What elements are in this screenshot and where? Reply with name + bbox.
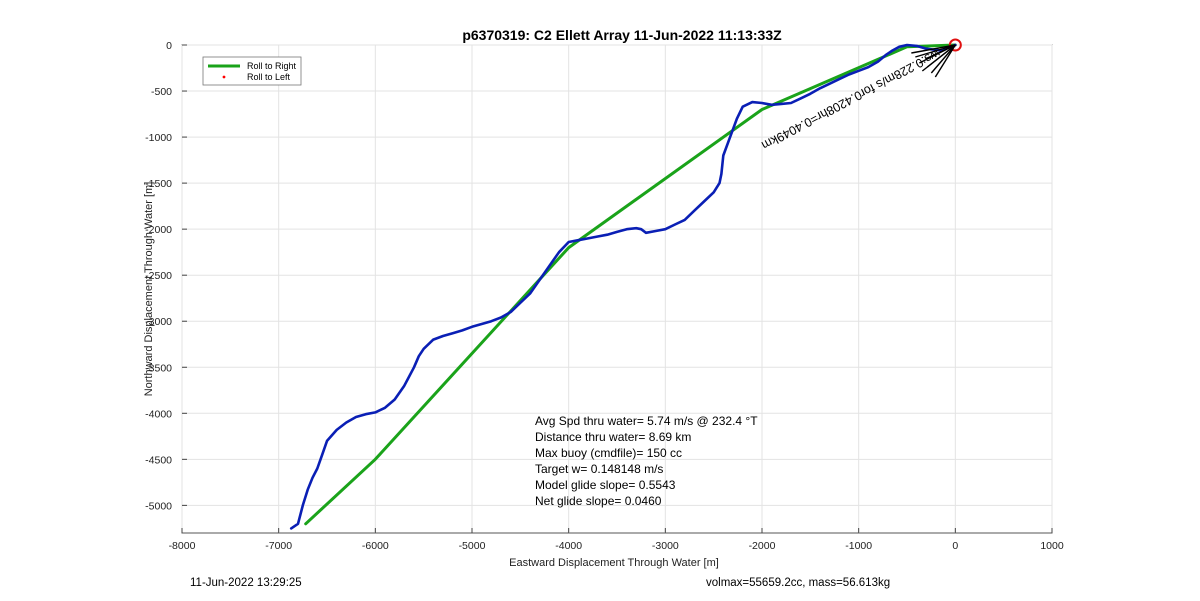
y-tick-label: -500 [151, 86, 172, 98]
y-tick-label: -2500 [145, 270, 172, 282]
x-tick-label: -7000 [265, 540, 292, 552]
x-tick-label: -1000 [845, 540, 872, 552]
wind-arrow [934, 44, 956, 78]
y-tick-label: -5000 [145, 500, 172, 512]
wind-arrow [915, 44, 956, 58]
wind-arrow [911, 44, 956, 54]
y-tick-label: -4500 [145, 454, 172, 466]
stats-line-avg-speed: Avg Spd thru water= 5.74 m/s @ 232.4 °T [535, 414, 758, 428]
y-tick-label: 0 [166, 40, 172, 52]
start-marker [948, 38, 962, 52]
plot-area [181, 44, 1053, 534]
x-tick-label: 1000 [1040, 540, 1064, 552]
footer-volmax-mass: volmax=55659.2cc, mass=56.613kg [706, 577, 891, 589]
legend-label-roll-right: Roll to Right [247, 61, 297, 71]
stats-line-distance: Distance thru water= 8.69 km [535, 430, 691, 444]
y-tick-label: -3000 [145, 316, 172, 328]
footer-timestamp: 11-Jun-2022 13:29:25 [190, 577, 302, 589]
x-tick-label: -6000 [362, 540, 389, 552]
legend: Roll to Right Roll to Left [202, 56, 302, 86]
x-tick-label: -4000 [555, 540, 582, 552]
axis-ticks: -8000 -7000 -6000 -5000 -4000 -3000 -2000 -1000… [145, 40, 1064, 552]
y-axis-label: Northward Displacement Through Water [m] [143, 182, 155, 397]
chart-title: p6370319: C2 Ellett Array 11-Jun-2022 11… [462, 27, 782, 43]
stats-line-net-glide: Net glide slope= 0.0460 [535, 494, 662, 508]
x-axis-label: Eastward Displacement Through Water [m] [509, 557, 719, 569]
y-tick-label: -3500 [145, 362, 172, 374]
stats-line-model-glide: Model glide slope= 0.5543 [535, 478, 676, 492]
stats-line-max-buoy: Max buoy (cmdfile)= 150 cc [535, 446, 682, 460]
stats-annotation: Avg Spd thru water= 5.74 m/s @ 232.4 °T … [535, 414, 758, 508]
x-tick-label: -8000 [169, 540, 196, 552]
wind-arrow [926, 44, 956, 68]
y-tick-label: -1000 [145, 132, 172, 144]
x-tick-label: -5000 [459, 540, 486, 552]
legend-box [202, 56, 302, 86]
series-layer [289, 38, 962, 530]
wind-arrow [925, 44, 956, 60]
wind-arrows [911, 44, 956, 78]
stats-line-target-w: Target w= 0.148148 m/s [535, 462, 663, 476]
wind-arrow [930, 44, 956, 74]
x-tick-label: -3000 [652, 540, 679, 552]
series-line-track [289, 43, 957, 530]
y-tick-label: -1500 [145, 178, 172, 190]
y-tick-label: -4000 [145, 408, 172, 420]
x-tick-label: -2000 [749, 540, 776, 552]
legend-label-roll-left: Roll to Left [247, 72, 291, 82]
legend-marker-roll-left [222, 75, 226, 79]
x-tick-label: 0 [952, 540, 958, 552]
y-tick-label: -2000 [145, 224, 172, 236]
